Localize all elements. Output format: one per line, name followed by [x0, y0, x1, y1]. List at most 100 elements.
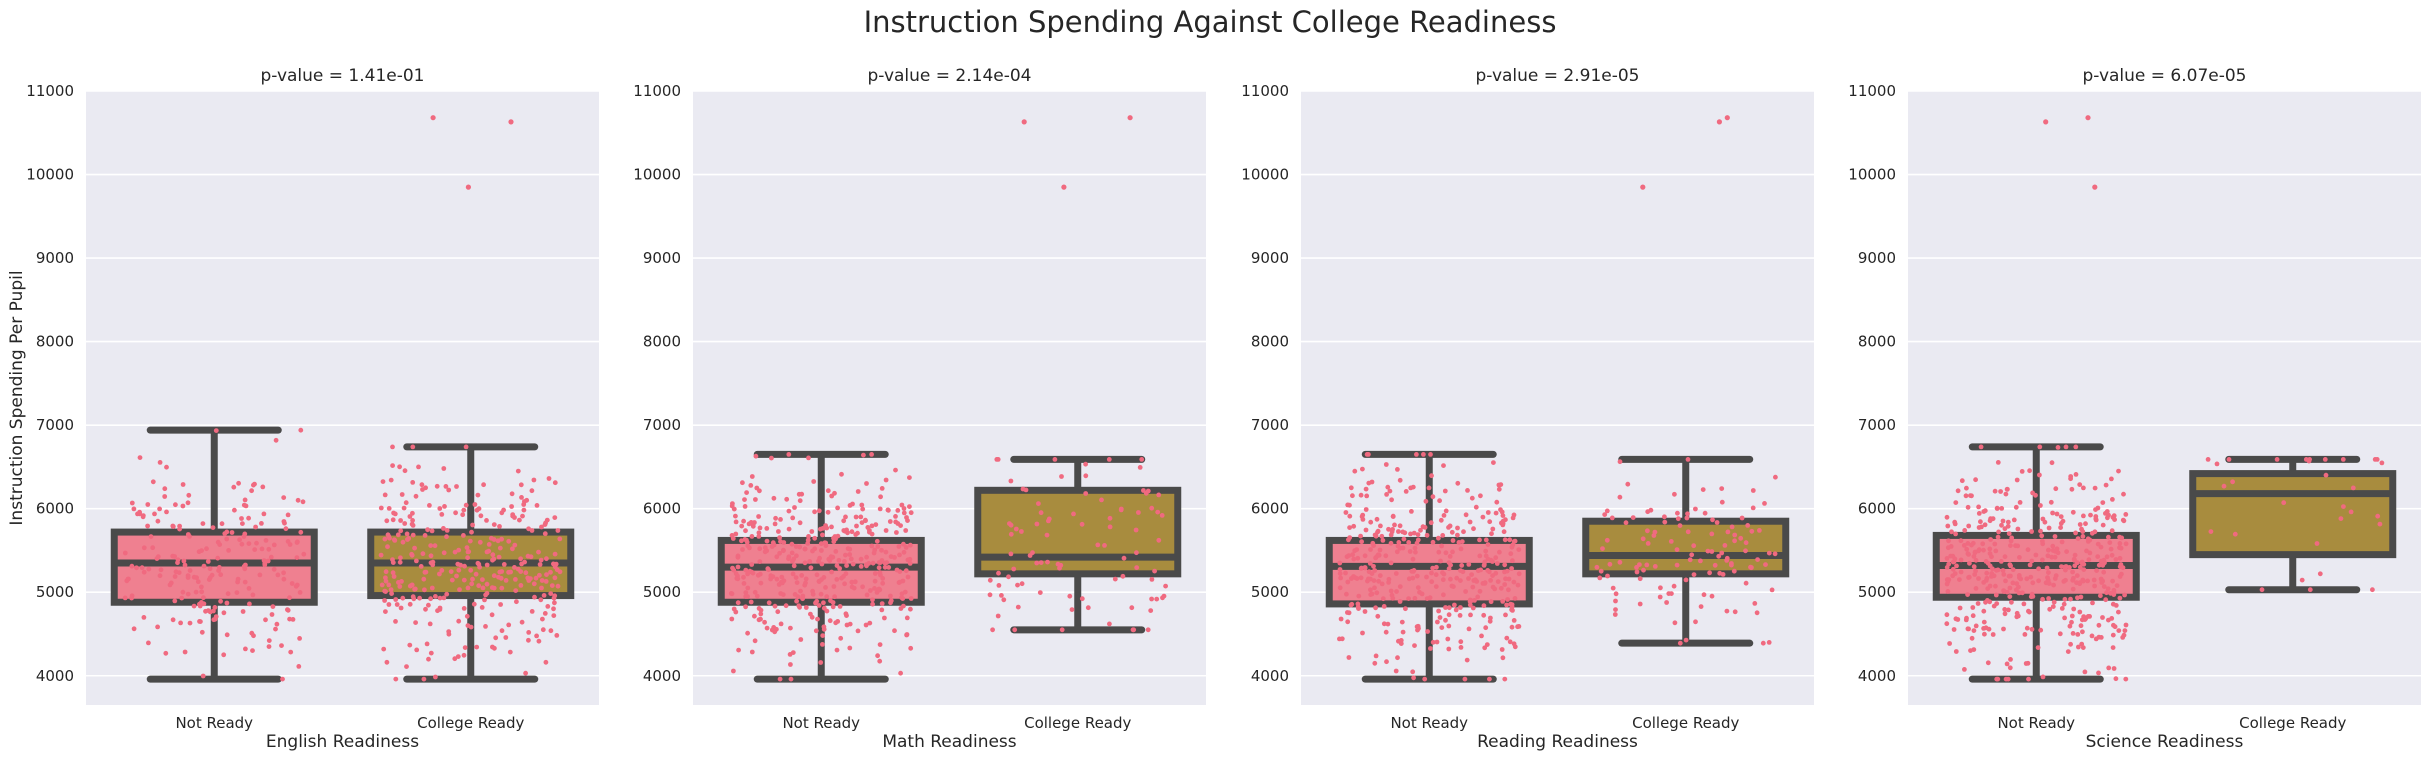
y-tick-label-3-2: 6000	[1251, 500, 1289, 518]
strip-point-4-0-266	[1969, 493, 1974, 499]
strip-point-1-0-56	[288, 649, 294, 655]
strip-point-2-0-10	[829, 569, 834, 575]
strip-point-3-1-56	[1743, 540, 1749, 546]
strip-point-2-0-397	[808, 565, 814, 571]
strip-point-2-0-310	[788, 662, 793, 667]
strip-point-2-0-138	[870, 597, 875, 603]
strip-point-4-0-184	[2004, 661, 2010, 667]
strip-point-4-1-19	[2208, 529, 2214, 534]
strip-point-4-0-329	[2088, 512, 2093, 518]
strip-point-3-0-73	[1512, 644, 1518, 650]
strip-point-1-1-133	[393, 597, 399, 602]
strip-point-1-1-220	[498, 575, 504, 581]
strip-point-3-0-130	[1381, 604, 1387, 609]
strip-point-3-1-67	[1684, 515, 1690, 521]
strip-point-1-1-314	[526, 630, 532, 635]
box-group-1-1	[367, 115, 575, 683]
strip-point-3-0-264	[1355, 601, 1361, 607]
strip-point-1-1-96	[416, 464, 421, 470]
strip-point-1-1-310	[497, 524, 502, 529]
strip-point-4-0-106	[2110, 632, 2116, 638]
strip-point-4-0-150	[2070, 631, 2076, 636]
strip-point-2-0-412	[816, 578, 822, 584]
strip-point-1-1-179	[455, 561, 461, 567]
strip-point-2-0-58	[864, 481, 869, 486]
strip-point-2-0-318	[901, 510, 907, 516]
strip-point-2-0-28	[748, 599, 754, 605]
strip-point-1-1-320	[390, 557, 395, 563]
strip-point-1-0-197	[295, 497, 301, 503]
strip-point-1-1-211	[539, 578, 545, 583]
strip-point-1-1-270	[410, 444, 416, 450]
strip-point-1-1-292	[423, 485, 428, 491]
strip-point-2-0-417	[797, 520, 803, 526]
strip-point-3-0-104	[1347, 513, 1353, 519]
strip-point-4-0-409	[2069, 486, 2075, 492]
strip-point-2-0-257	[905, 574, 911, 580]
strip-point-3-0-321	[1463, 512, 1469, 518]
strip-point-2-1-26	[987, 577, 993, 583]
strip-point-4-0-447	[1987, 546, 1993, 552]
strip-point-2-0-167	[743, 528, 748, 534]
strip-point-2-0-22	[784, 496, 790, 502]
strip-point-3-0-20	[1350, 552, 1355, 558]
strip-point-2-0-227	[744, 490, 749, 495]
strip-point-3-1-109	[1760, 640, 1766, 646]
strip-point-4-0-439	[2051, 582, 2057, 588]
strip-point-2-1-1	[1107, 621, 1112, 627]
strip-point-4-0-322	[1971, 647, 1977, 652]
strip-point-4-0-132	[2122, 628, 2128, 633]
strip-point-1-1-112	[481, 482, 486, 488]
strip-point-2-0-367	[781, 548, 786, 554]
strip-point-1-0-100	[207, 566, 213, 572]
x-tick-label-4-0: Not Ready	[1997, 714, 2075, 732]
strip-point-4-0-166	[2106, 665, 2112, 671]
strip-point-3-0-66	[1433, 572, 1439, 578]
strip-point-1-1-232	[503, 635, 509, 640]
strip-point-3-0-38	[1458, 639, 1464, 645]
strip-point-4-0-209	[1993, 583, 1998, 589]
strip-point-1-0-63	[146, 566, 152, 572]
strip-point-1-1-256	[426, 656, 431, 662]
strip-point-2-0-283	[842, 559, 847, 564]
strip-point-3-0-219	[1360, 466, 1365, 472]
strip-point-1-1-166	[543, 659, 549, 665]
strip-point-2-0-372	[847, 621, 853, 627]
strip-point-2-0-309	[833, 549, 839, 554]
strip-point-4-0-443	[1945, 589, 1951, 594]
strip-point-1-0-125	[195, 579, 201, 585]
strip-point-1-1-130	[393, 676, 399, 682]
box-group-2-0	[717, 450, 925, 683]
strip-point-1-1-135	[391, 574, 397, 579]
strip-point-3-0-170	[1410, 484, 1416, 490]
strip-point-4-0-346	[1944, 514, 1950, 520]
strip-point-3-0-125	[1482, 645, 1488, 651]
strip-point-4-0-418	[1981, 509, 1987, 514]
strip-point-3-0-54	[1480, 514, 1486, 520]
strip-point-3-1-34	[1752, 601, 1758, 606]
strip-point-2-1-84	[1155, 509, 1161, 515]
strip-point-1-0-82	[162, 494, 168, 499]
strip-point-4-0-168	[2064, 549, 2070, 554]
strip-point-4-0-389	[1994, 676, 2000, 682]
strip-point-4-0-324	[2046, 581, 2052, 586]
strip-point-2-0-212	[874, 538, 880, 544]
strip-point-4-0-417	[2095, 541, 2101, 547]
strip-point-4-0-10	[2008, 543, 2013, 548]
strip-point-2-0-12	[878, 494, 883, 500]
strip-point-2-0-413	[772, 521, 778, 527]
strip-point-2-1-23	[1045, 559, 1050, 565]
strip-point-1-1-282	[448, 569, 454, 574]
strip-point-1-1-329	[461, 577, 467, 583]
y-tick-label-3-6: 10000	[1241, 166, 1289, 184]
strip-point-1-0-178	[148, 534, 154, 539]
strip-point-1-1-103	[444, 528, 450, 533]
strip-point-1-1-101	[542, 611, 548, 616]
strip-point-1-1-306	[409, 521, 415, 527]
strip-point-3-0-136	[1430, 639, 1436, 645]
strip-point-4-0-342	[2045, 575, 2050, 580]
strip-point-4-0-264	[1952, 571, 1958, 576]
strip-point-3-1-97	[1645, 541, 1651, 546]
box-group-4-1	[2189, 455, 2397, 594]
strip-point-2-0-207	[901, 541, 906, 547]
